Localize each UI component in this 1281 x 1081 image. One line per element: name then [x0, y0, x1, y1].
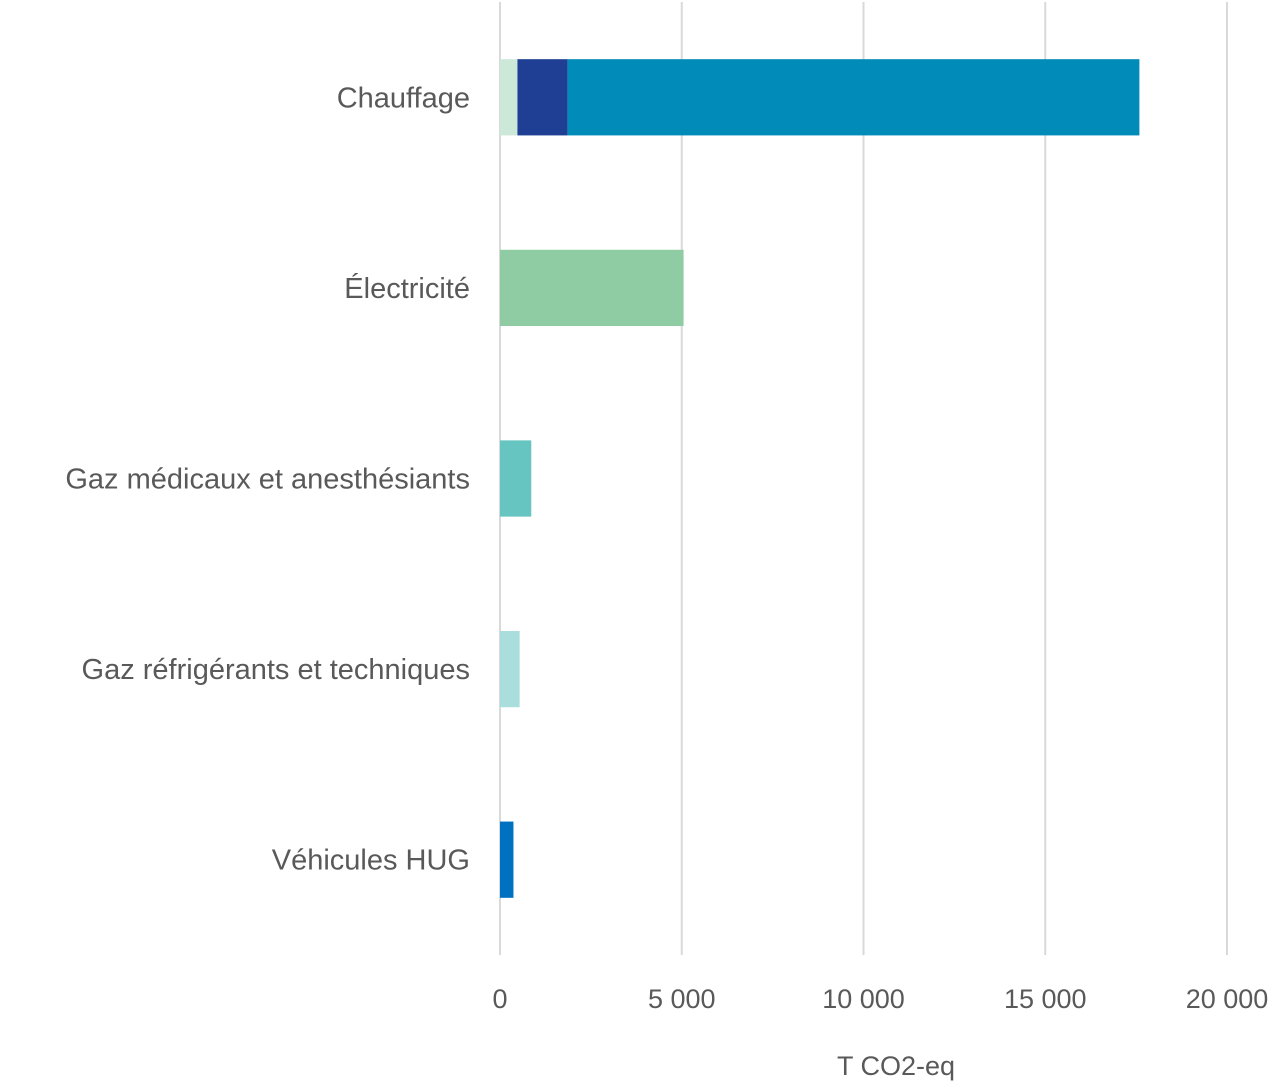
x-axis-title: T CO2-eq: [837, 1051, 955, 1081]
bar-segment: [500, 821, 514, 898]
bar-segment: [500, 249, 684, 327]
bar-segment: [500, 630, 520, 708]
category-label: Gaz réfrigérants et techniques: [82, 654, 470, 686]
x-tick-label: 15 000: [1004, 984, 1087, 1014]
bar-segment: [567, 59, 1140, 136]
x-tick-label: 5 000: [648, 984, 716, 1014]
x-tick-labels: 0 5 000 10 000 15 000 20 000: [492, 984, 1268, 1014]
bar-segment: [517, 59, 568, 136]
category-labels: Chauffage Électricité Gaz médicaux et anes…: [65, 82, 470, 876]
bars: [500, 59, 1140, 898]
bar-segment: [500, 440, 532, 517]
bar-segment: [500, 59, 518, 136]
category-label: Chauffage: [337, 82, 470, 114]
category-label: Électricité: [344, 272, 470, 305]
category-label: Véhicules HUG: [272, 845, 470, 877]
x-tick-label: 10 000: [822, 984, 905, 1014]
x-tick-label: 0: [492, 984, 507, 1014]
gridlines: [499, 2, 1228, 955]
x-tick-label: 20 000: [1186, 984, 1269, 1014]
category-label: Gaz médicaux et anesthésiants: [65, 464, 470, 496]
